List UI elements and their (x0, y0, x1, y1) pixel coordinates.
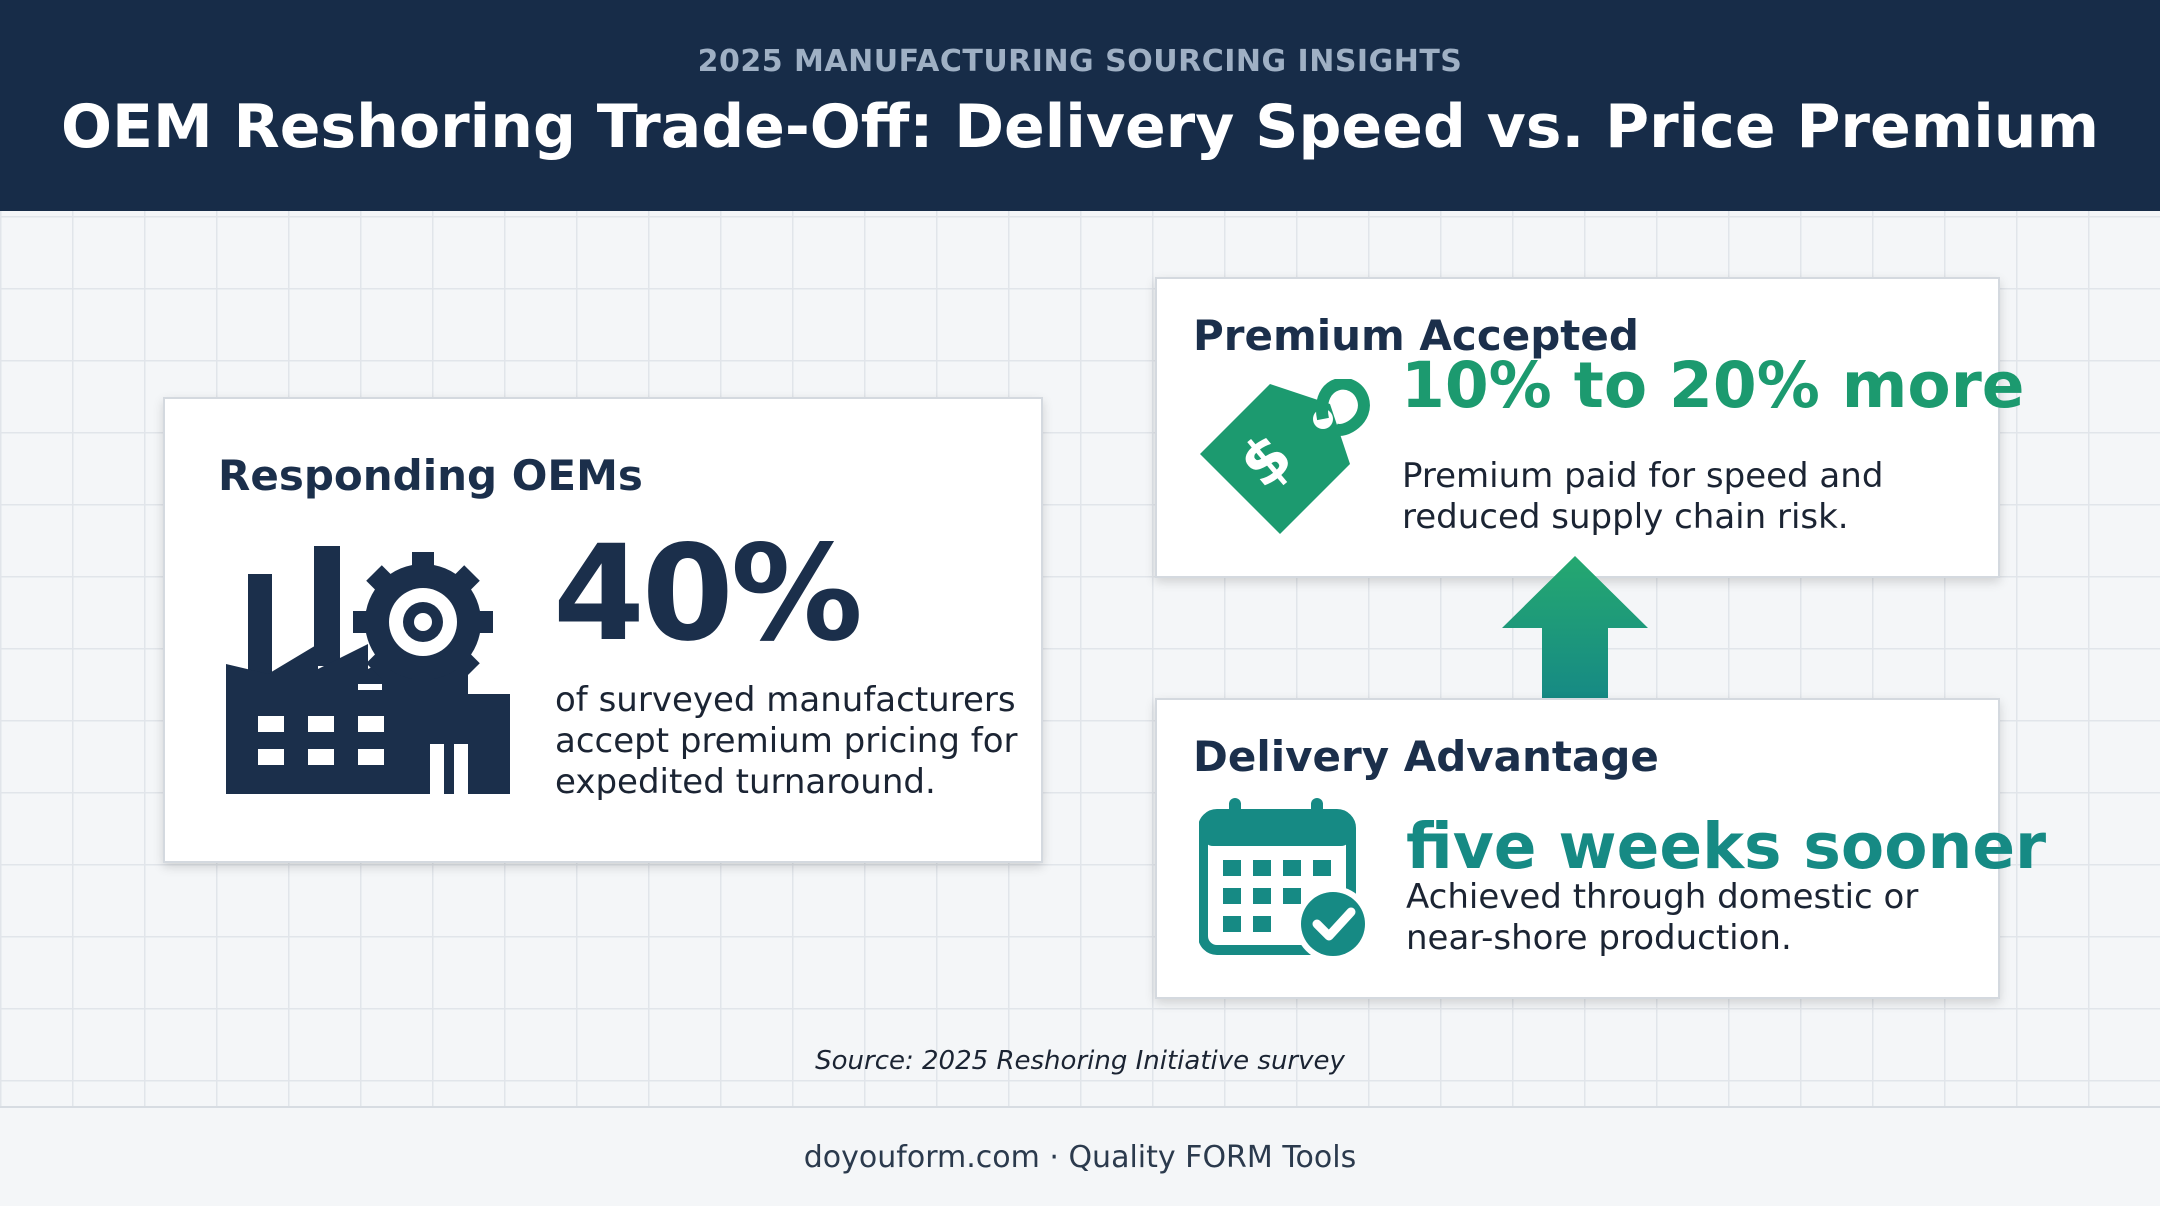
header: 2025 MANUFACTURING SOURCING INSIGHTS OEM… (0, 0, 2160, 211)
stat: five weeks sooner (1406, 810, 2047, 883)
premium-card: Premium Accepted $ 10% to 20% more Premi… (1155, 277, 2025, 578)
price-tag-icon: $ (1200, 379, 1370, 534)
description: of surveyed manufacturers accept premium… (555, 680, 1017, 803)
description-line: expedited turnaround. (555, 762, 936, 802)
eyebrow: 2025 MANUFACTURING SOURCING INSIGHTS (697, 44, 1463, 79)
description-line: Achieved through domestic or (1406, 877, 1919, 917)
description-line: of surveyed manufacturers (555, 680, 1016, 720)
description-line: accept premium pricing for (555, 721, 1018, 761)
title: OEM Reshoring Trade-Off: Delivery Speed … (60, 92, 2100, 162)
oem-card: Responding OEMs 40% of surveyed manufact… (163, 397, 1043, 863)
calendar-icon (1199, 798, 1371, 962)
delivery-card: Delivery Advantage five weeks sooner Ach… (1155, 698, 2046, 999)
card-title: Premium Accepted (1193, 311, 1639, 360)
footer: doyouform.com · Quality FORM Tools (803, 1140, 1357, 1175)
up-arrow (1502, 556, 1648, 698)
footer-divider (0, 1106, 2160, 1108)
description-line: Premium paid for speed and (1402, 456, 1884, 496)
description-line: reduced supply chain risk. (1402, 497, 1849, 537)
source: Source: 2025 Reshoring Initiative survey (815, 1046, 1345, 1076)
description-line: near-shore production. (1406, 918, 1792, 958)
description: Achieved through domestic or near-shore … (1406, 877, 1918, 959)
footer-band (0, 1108, 2160, 1206)
description: Premium paid for speed and reduced suppl… (1402, 456, 1883, 538)
card-title: Responding OEMs (218, 451, 643, 500)
factory-icon (226, 546, 510, 794)
stat: 40% (553, 517, 863, 671)
stat: 10% to 20% more (1401, 349, 2025, 422)
card-title: Delivery Advantage (1193, 732, 1659, 781)
